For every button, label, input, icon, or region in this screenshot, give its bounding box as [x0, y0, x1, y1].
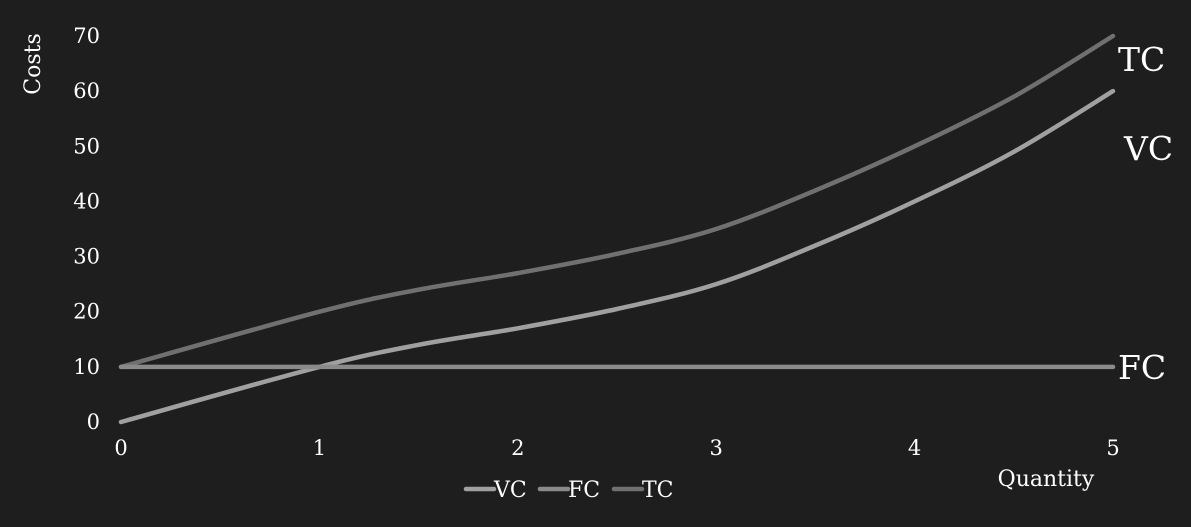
x-tick-label: 0 — [114, 436, 127, 460]
y-tick-label: 50 — [73, 134, 100, 158]
y-tick-label: 70 — [73, 24, 100, 48]
series-end-labels: VC FC TC — [1118, 40, 1173, 387]
legend-label-fc: FC — [568, 478, 600, 503]
x-tick-label: 4 — [908, 436, 921, 460]
legend-label-tc: TC — [642, 478, 674, 503]
x-tick-label: 1 — [313, 436, 326, 460]
series-lines — [118, 33, 1116, 425]
x-axis-label: Quantity — [998, 467, 1095, 492]
series-line-tc — [118, 33, 1116, 370]
legend-label-vc: VC — [493, 478, 527, 503]
x-tick-label: 3 — [710, 436, 723, 460]
x-tick-labels: 0 1 2 3 4 5 — [114, 436, 1119, 460]
y-tick-label: 60 — [73, 79, 100, 103]
y-tick-labels: 0 10 20 30 40 50 60 70 — [73, 24, 100, 434]
y-tick-label: 10 — [73, 355, 100, 379]
series-end-label-fc: FC — [1118, 348, 1166, 387]
series-end-label-vc: VC — [1123, 129, 1173, 168]
x-tick-label: 2 — [511, 436, 524, 460]
y-axis-label: Costs — [21, 33, 46, 95]
series-line-vc — [118, 88, 1116, 425]
y-tick-label: 30 — [73, 245, 100, 269]
series-end-label-tc: TC — [1118, 40, 1165, 79]
x-tick-label: 5 — [1106, 436, 1119, 460]
y-tick-label: 40 — [73, 189, 100, 213]
y-tick-label: 20 — [73, 300, 100, 324]
y-tick-label: 0 — [87, 410, 100, 434]
legend: VC FC TC — [463, 478, 674, 503]
